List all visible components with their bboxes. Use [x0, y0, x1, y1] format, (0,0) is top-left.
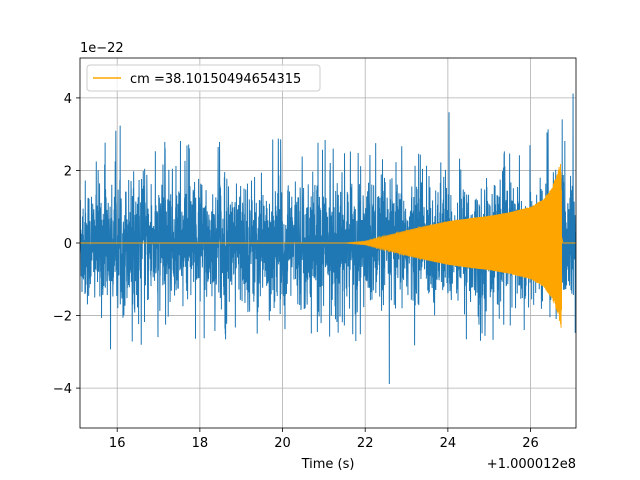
series-template — [80, 164, 576, 328]
y-tick-label: −2 — [53, 310, 72, 325]
x-tick-label: 22 — [357, 436, 374, 451]
x-axis-ticks: 16 18 20 22 24 26 — [109, 428, 539, 451]
y-axis-ticks: −4 −2 0 2 4 — [53, 92, 80, 397]
y-scale-label: 1e−22 — [80, 41, 124, 56]
x-tick-label: 26 — [522, 436, 539, 451]
y-tick-label: 4 — [64, 92, 72, 107]
x-axis-label: Time (s) — [301, 457, 355, 472]
x-tick-label: 24 — [440, 436, 457, 451]
y-tick-label: 2 — [64, 164, 72, 179]
x-tick-label: 18 — [192, 436, 209, 451]
plot-area — [80, 93, 576, 384]
x-offset-label: +1.000012e8 — [487, 457, 576, 472]
legend-box — [86, 64, 321, 92]
x-tick-label: 20 — [274, 436, 291, 451]
y-tick-label: 0 — [64, 237, 72, 252]
x-tick-label: 16 — [109, 436, 126, 451]
y-tick-label: −4 — [53, 382, 72, 397]
legend-label-template: cm =38.10150494654315 — [130, 72, 301, 87]
legend: cm =38.10150494654315 — [86, 64, 321, 92]
